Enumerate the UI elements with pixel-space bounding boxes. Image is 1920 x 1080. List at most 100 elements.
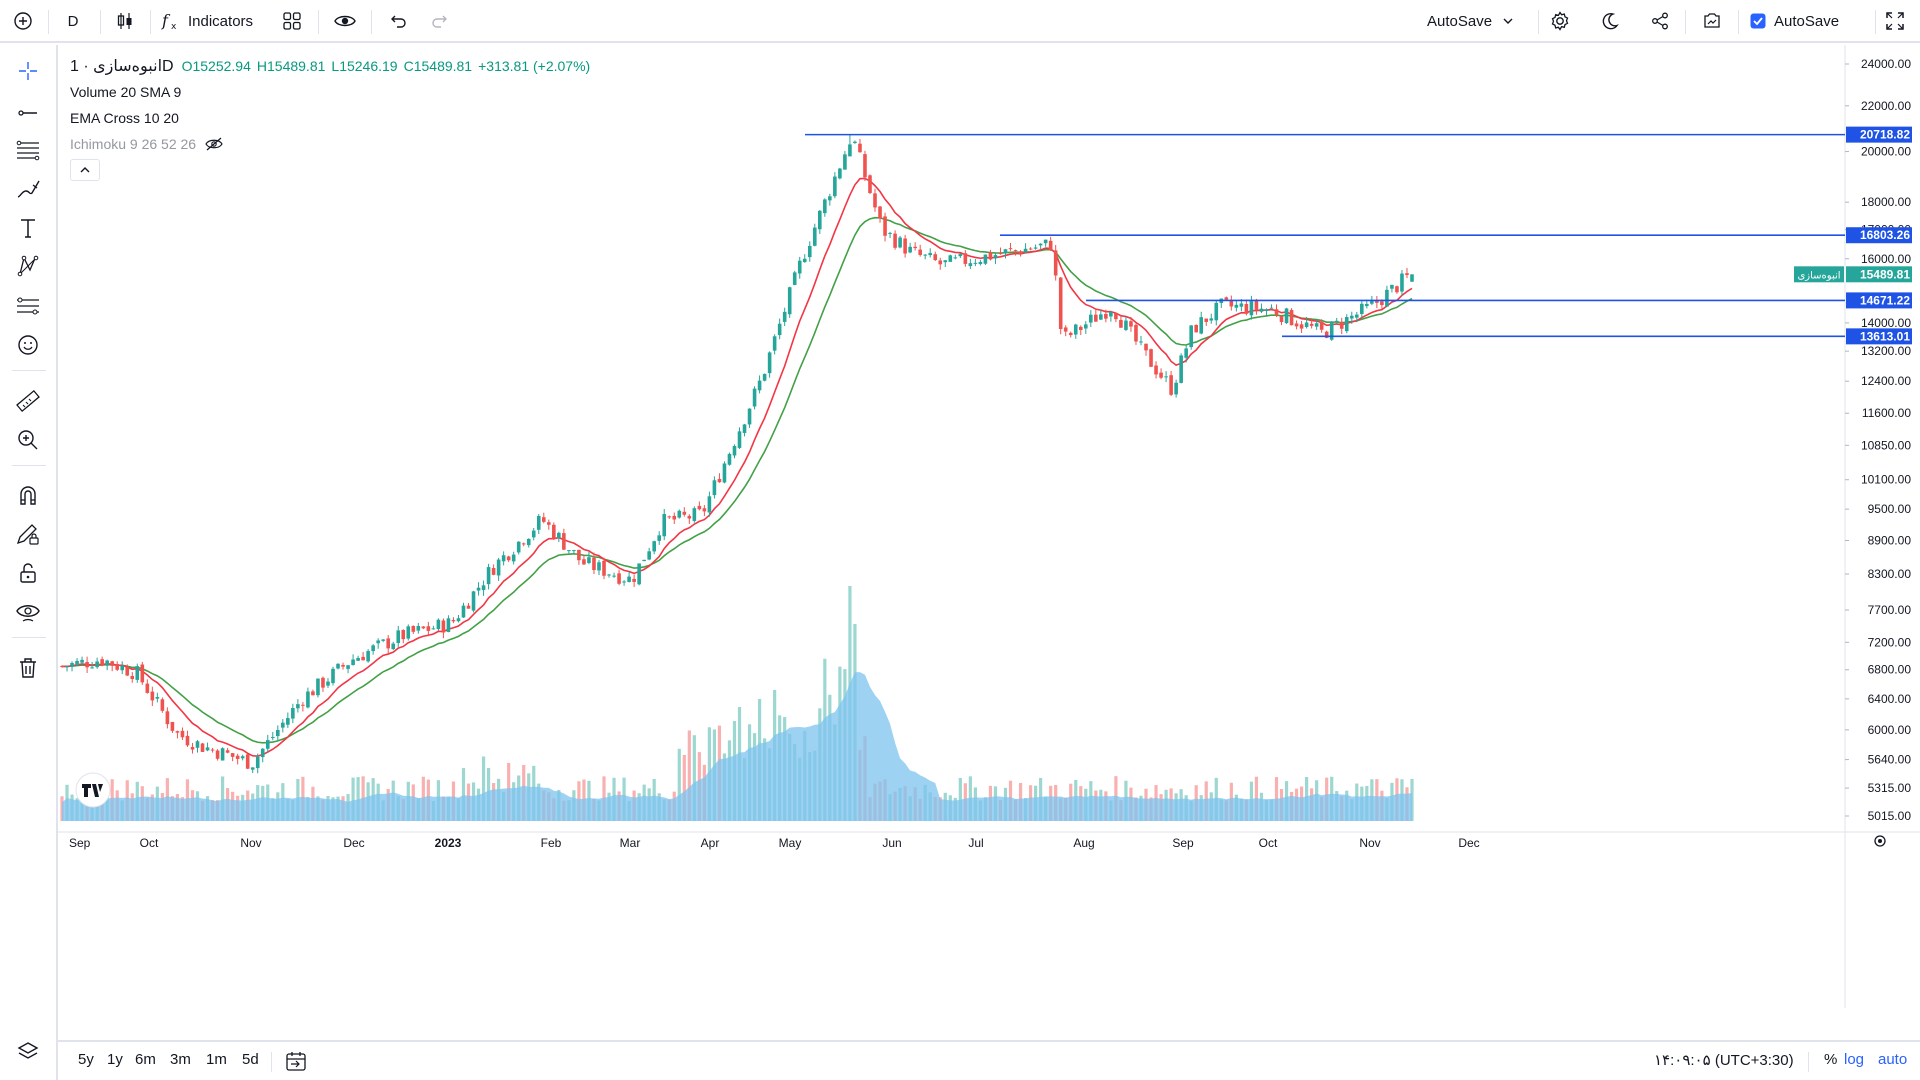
lock-icon[interactable] xyxy=(13,558,43,588)
candle xyxy=(717,478,722,483)
ichimoku-indicator-row[interactable]: Ichimoku 9 26 52 26 xyxy=(70,131,590,157)
candle xyxy=(968,263,973,267)
candle xyxy=(893,233,897,248)
log-scale-toggle[interactable]: log xyxy=(1844,1051,1865,1068)
time-axis[interactable]: Sep Oct Nov Dec 2023 Feb Mar Apr May Jun Jul Aug Sep… xyxy=(69,836,1480,850)
candle xyxy=(913,246,917,249)
price-tick-label: 5315.00 xyxy=(1868,781,1912,795)
candle xyxy=(888,232,892,234)
ohlc-low: L15246.19 xyxy=(331,58,398,74)
crosshair-icon[interactable] xyxy=(13,56,43,86)
candle xyxy=(697,505,702,510)
tradingview-logo[interactable] xyxy=(75,772,111,808)
range-1m[interactable]: 1m xyxy=(206,1051,227,1068)
candle xyxy=(582,559,586,565)
layouts-icon[interactable] xyxy=(277,6,307,36)
autosave-checkbox[interactable]: AutoSave xyxy=(1750,6,1868,36)
time-tick-label: Oct xyxy=(140,836,159,850)
timezone-clock[interactable]: ۱۴:۰۹:۰۵ (UTC+3:30) xyxy=(1654,1052,1794,1069)
range-5d[interactable]: 5d xyxy=(242,1051,259,1068)
range-5y[interactable]: 5y xyxy=(78,1051,94,1068)
share-icon[interactable] xyxy=(1645,6,1675,36)
candle xyxy=(812,227,817,246)
undo-icon[interactable] xyxy=(383,6,413,36)
magnet-icon[interactable] xyxy=(13,480,43,510)
candle xyxy=(818,210,822,230)
candle xyxy=(1104,313,1108,319)
object-tree-layers-icon[interactable] xyxy=(13,1037,43,1067)
hidden-eye-icon[interactable] xyxy=(204,136,224,152)
trash-icon[interactable] xyxy=(13,653,43,683)
candle xyxy=(321,677,325,688)
candle xyxy=(105,660,109,666)
redo-icon[interactable] xyxy=(425,6,455,36)
autosave-dropdown[interactable]: AutoSave xyxy=(1427,6,1532,36)
ruler-icon[interactable] xyxy=(13,386,43,416)
candle xyxy=(210,749,215,751)
brush-icon[interactable] xyxy=(13,174,43,204)
candle xyxy=(376,640,380,644)
candle xyxy=(1279,316,1284,323)
zoom-in-icon[interactable] xyxy=(13,425,43,455)
candle xyxy=(1164,376,1168,378)
candle xyxy=(1033,247,1038,249)
candle xyxy=(807,245,812,258)
price-axis[interactable]: 24000.0022000.0020000.0018000.0017000.00… xyxy=(1845,57,1911,823)
hide-drawings-eye-icon[interactable] xyxy=(13,597,43,627)
fib-retracement-icon[interactable] xyxy=(13,136,43,166)
settings-gear-icon[interactable] xyxy=(1545,6,1575,36)
symbol-title[interactable]: انبوه‌سازی · 1D xyxy=(70,58,174,75)
candle xyxy=(858,143,862,153)
price-tick-label: 14000.00 xyxy=(1861,316,1911,330)
interval-button[interactable]: D xyxy=(67,12,79,30)
candle xyxy=(933,254,938,261)
indicators-label: Indicators xyxy=(188,12,254,30)
auto-scale-toggle[interactable]: auto xyxy=(1878,1051,1908,1068)
range-6m[interactable]: 6m xyxy=(135,1051,156,1068)
forecast-tool-icon[interactable] xyxy=(13,291,43,321)
candle xyxy=(597,562,601,571)
text-tool-icon[interactable] xyxy=(13,213,43,243)
volume-indicator-row[interactable]: Volume 20 SMA 9 xyxy=(70,84,182,100)
price-chart[interactable]: 24000.0022000.0020000.0018000.0017000.00… xyxy=(58,45,1920,1040)
snapshot-icon[interactable] xyxy=(1697,6,1727,36)
trend-line-icon[interactable] xyxy=(13,98,43,128)
eye-icon[interactable] xyxy=(330,6,360,36)
percent-scale-toggle[interactable]: % xyxy=(1824,1051,1838,1068)
pattern-tool-icon[interactable] xyxy=(13,251,43,281)
collapse-legend-button[interactable] xyxy=(70,157,590,183)
candle xyxy=(903,238,907,254)
candle xyxy=(1048,240,1053,251)
candle xyxy=(501,555,506,562)
candle xyxy=(1264,309,1269,312)
candle xyxy=(190,747,195,750)
candle xyxy=(145,683,150,693)
candle xyxy=(792,272,797,285)
goto-date-calendar-icon[interactable] xyxy=(285,1050,307,1072)
time-tick-label: Apr xyxy=(701,836,720,850)
ohlc-close: C15489.81 xyxy=(403,58,473,74)
axis-settings-gear-icon[interactable] xyxy=(1874,835,1886,847)
range-3m[interactable]: 3m xyxy=(170,1051,191,1068)
dark-mode-moon-icon[interactable] xyxy=(1595,6,1625,36)
chart-type-candles-icon[interactable] xyxy=(110,6,140,36)
candle xyxy=(331,668,335,684)
candle xyxy=(411,626,416,632)
candle xyxy=(115,664,120,670)
candle xyxy=(848,144,852,157)
range-1y[interactable]: 1y xyxy=(107,1051,123,1068)
price-tick-label: 5640.00 xyxy=(1868,753,1912,767)
fullscreen-icon[interactable] xyxy=(1880,6,1910,36)
candle xyxy=(823,199,827,214)
ema-cross-indicator-row[interactable]: EMA Cross 10 20 xyxy=(70,110,179,126)
candle xyxy=(1028,248,1033,250)
candle xyxy=(1189,325,1193,348)
add-symbol-icon[interactable] xyxy=(8,6,38,36)
chevron-up-icon[interactable] xyxy=(70,159,100,181)
candle xyxy=(120,665,125,671)
candle xyxy=(240,756,245,759)
chevron-down-icon xyxy=(1503,18,1513,24)
lock-drawings-pencil-icon[interactable] xyxy=(13,519,43,549)
emoji-icon[interactable] xyxy=(13,330,43,360)
